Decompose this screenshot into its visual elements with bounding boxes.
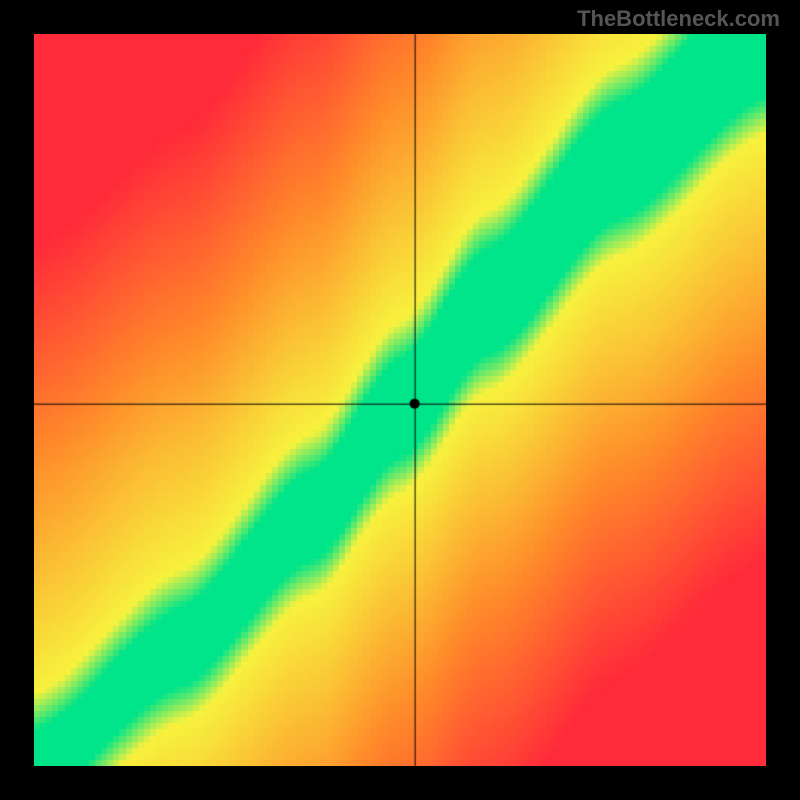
heatmap-plot [34, 34, 766, 766]
watermark-text: TheBottleneck.com [577, 6, 780, 32]
chart-frame: TheBottleneck.com [0, 0, 800, 800]
